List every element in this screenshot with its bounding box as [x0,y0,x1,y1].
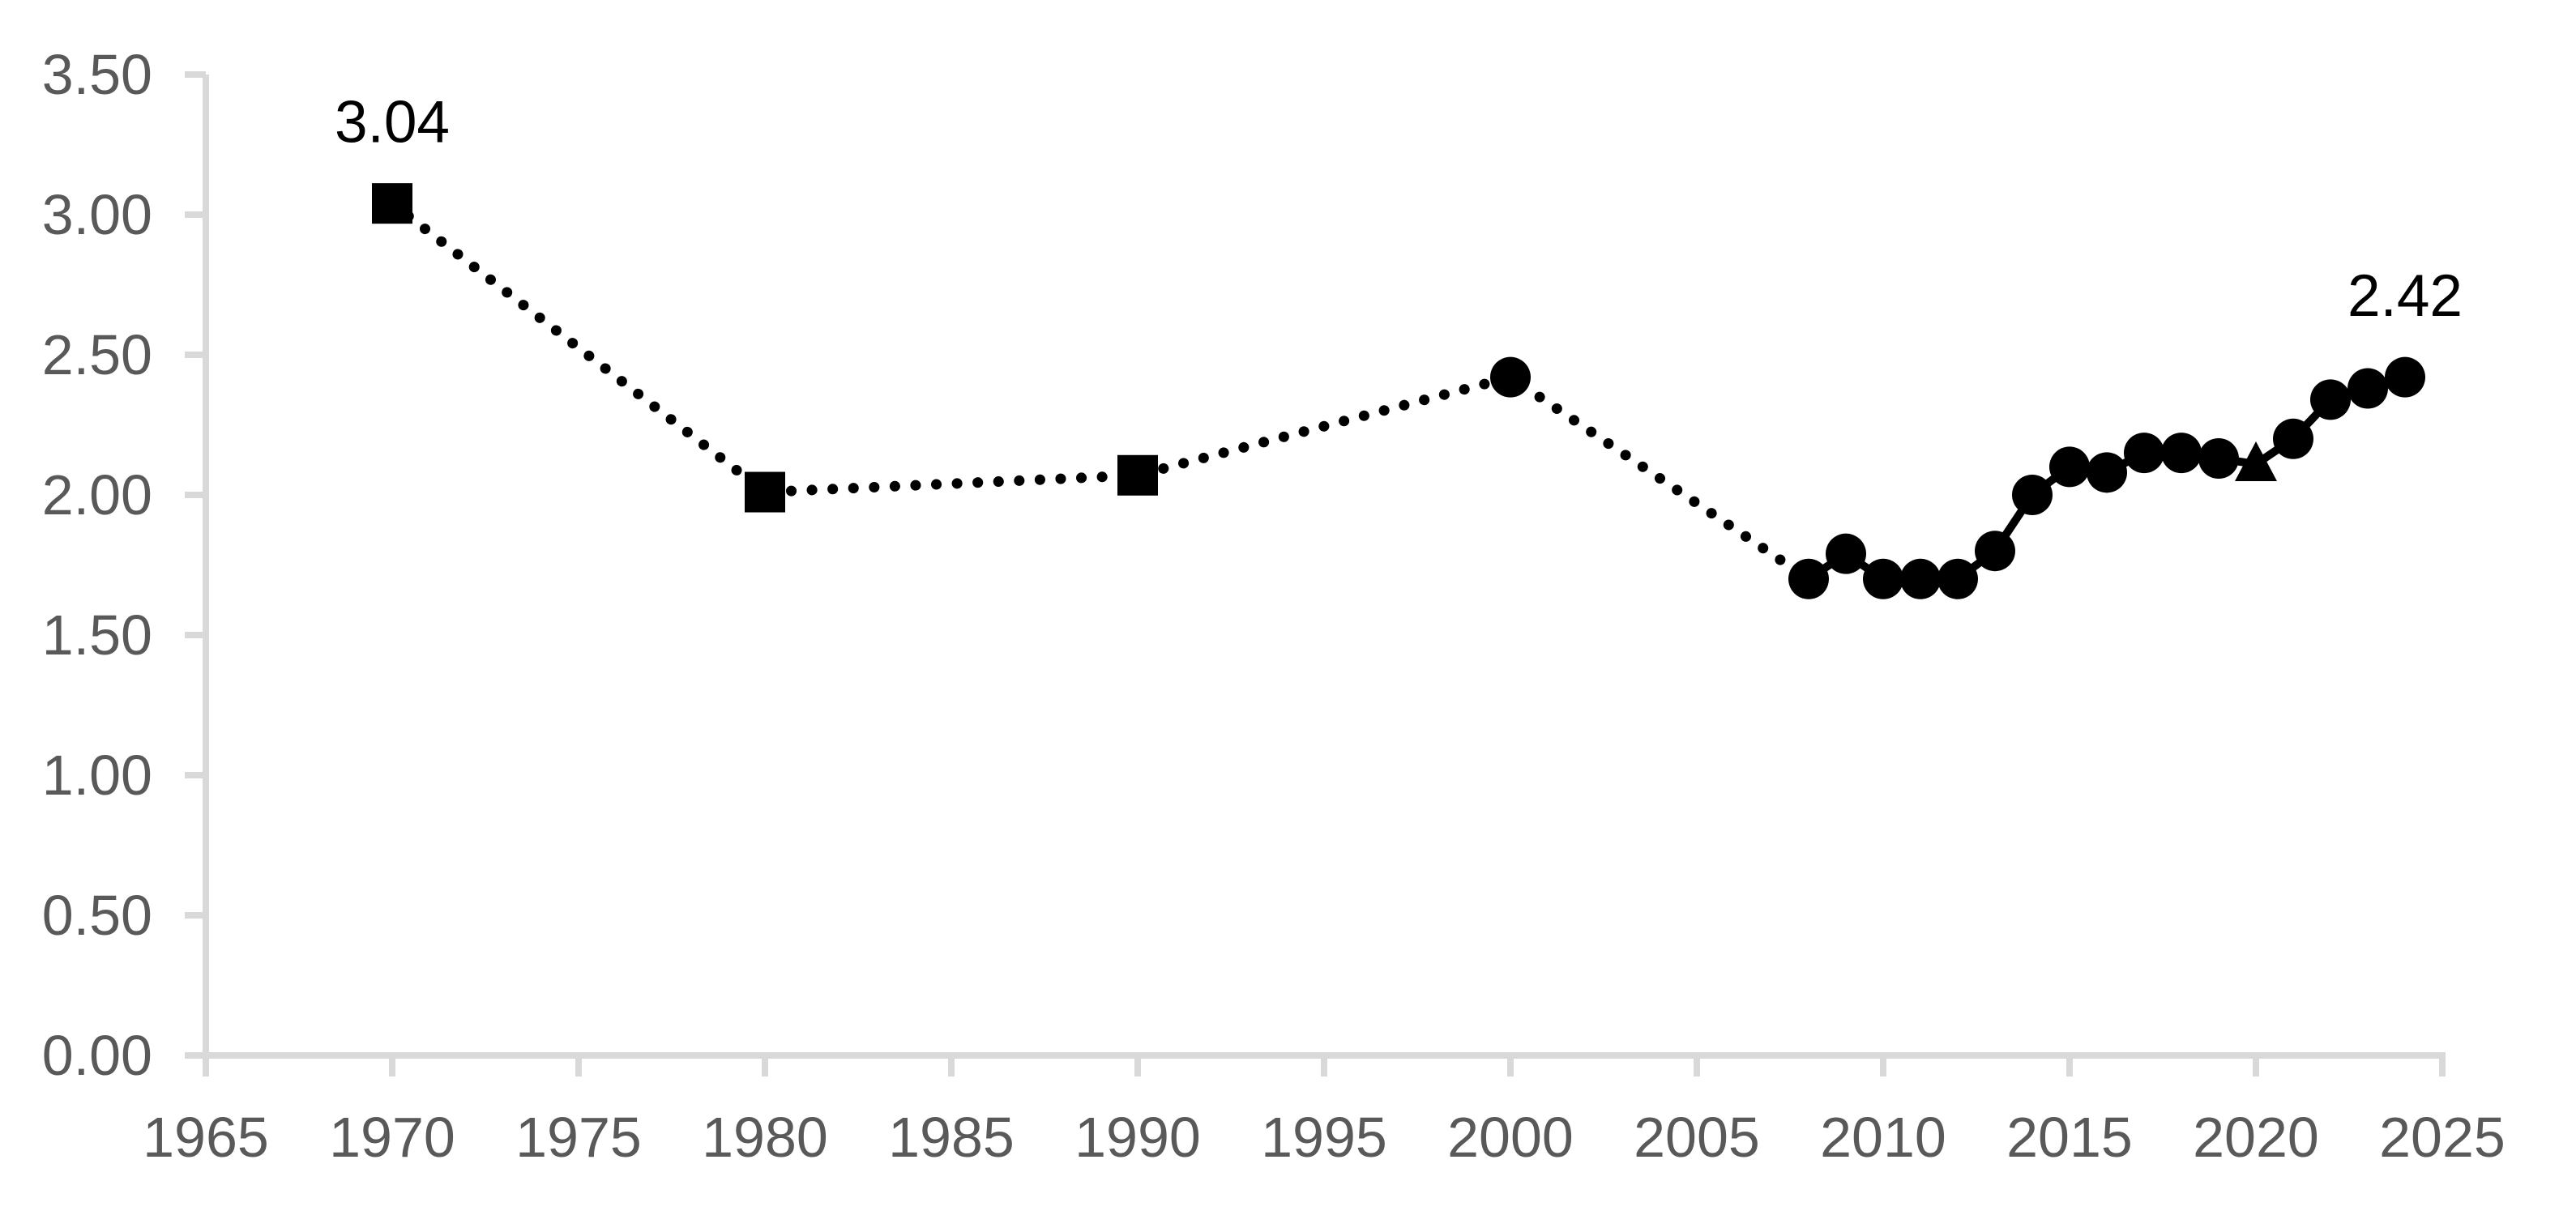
x-tick-label: 1990 [1074,1106,1201,1169]
data-marker-square [745,471,785,513]
data-marker-circle [2273,418,2313,459]
y-tick-label: 0.00 [42,1024,152,1087]
data-marker-circle [1900,558,1941,599]
data-marker-circle [1490,356,1531,398]
data-marker-square [1117,454,1158,496]
data-marker-circle [2161,433,2202,474]
data-point-label: 2.42 [2347,263,2463,329]
data-marker-circle [2198,438,2239,480]
x-tick-label: 2010 [1820,1106,1946,1169]
x-tick-label: 2025 [2379,1106,2506,1169]
x-tick-label: 1975 [515,1106,642,1169]
data-marker-square [372,183,412,224]
data-marker-circle [1975,531,2015,572]
series-line-decadal-dotted [387,198,1814,585]
y-tick-label: 3.50 [42,43,152,106]
data-point-label: 3.04 [335,90,450,156]
x-tick-label: 1970 [329,1106,455,1169]
x-tick-label: 1980 [702,1106,828,1169]
data-marker-circle [2385,356,2425,398]
data-marker-circle [2124,433,2164,474]
data-marker-circle [1788,558,1829,599]
y-tick-label: 1.00 [42,744,152,807]
data-marker-triangle [2235,441,2277,481]
x-tick-label: 2020 [2193,1106,2319,1169]
x-tick-label: 1985 [888,1106,1015,1169]
data-marker-circle [1826,533,1866,574]
y-tick-label: 0.50 [42,884,152,947]
data-marker-circle [2347,368,2388,409]
data-marker-circle [2049,446,2090,488]
data-marker-circle [1937,558,1978,599]
data-marker-circle [2012,475,2053,515]
data-marker-circle [1863,558,1903,599]
x-tick-label: 1995 [1261,1106,1387,1169]
x-tick-label: 2005 [1634,1106,1760,1169]
x-tick-label: 2015 [2006,1106,2133,1169]
y-tick-label: 3.00 [42,183,152,246]
data-marker-circle [2310,379,2351,420]
data-marker-circle [2087,452,2127,493]
y-tick-label: 2.00 [42,463,152,526]
y-tick-label: 1.50 [42,603,152,667]
y-tick-label: 2.50 [42,323,152,386]
x-tick-label: 1965 [143,1106,269,1169]
x-tick-label: 2000 [1447,1106,1574,1169]
